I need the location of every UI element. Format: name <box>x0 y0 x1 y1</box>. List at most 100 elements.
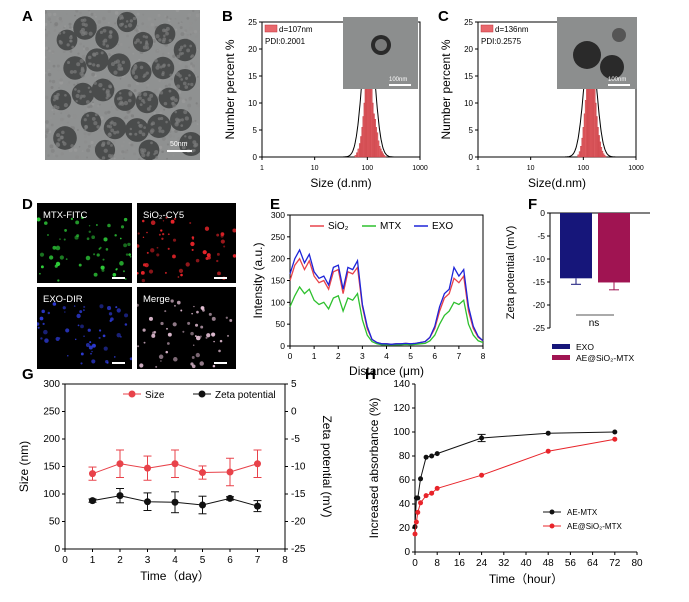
y2-tick-label: -5 <box>291 434 300 445</box>
data-point <box>434 451 440 457</box>
x-tick-label: 0 <box>62 555 68 566</box>
label-merge: Merge <box>143 294 170 305</box>
y-tick-label: 0 <box>469 153 474 162</box>
x-tick-label: 100 <box>361 165 373 172</box>
y-axis-label: Intensity (a.u.) <box>251 242 265 318</box>
x-tick-label: 1 <box>312 351 317 361</box>
data-point <box>429 490 435 496</box>
coated-particle <box>600 55 624 79</box>
y-tick-label: 20 <box>399 523 411 534</box>
x-tick-label: 1000 <box>412 165 428 172</box>
data-point <box>171 460 179 468</box>
data-point <box>423 493 429 499</box>
x-tick-label: 4 <box>384 351 389 361</box>
y-tick-label: 50 <box>49 517 61 528</box>
data-point <box>434 485 440 491</box>
y-tick-label: 25 <box>464 18 473 27</box>
tem-micrograph-a <box>45 10 200 160</box>
x-tick-label: 8 <box>481 351 486 361</box>
y-tick-label: 20 <box>464 45 473 54</box>
data-point <box>254 460 261 468</box>
data-point <box>418 476 424 482</box>
y-tick-label: 5 <box>253 126 258 135</box>
y-tick-label: -10 <box>533 254 546 264</box>
panel-letter-e: E <box>270 196 281 213</box>
scale-bar-inset-c <box>608 84 630 86</box>
y-tick-label: 300 <box>271 210 285 220</box>
legend-label: SiO₂ <box>328 221 349 232</box>
x-axis-label: Size (d.nm) <box>310 176 371 190</box>
y-tick-label: 120 <box>393 403 410 414</box>
legend-marker <box>549 509 555 515</box>
x-tick-label: 7 <box>255 555 261 566</box>
data-point <box>415 495 421 501</box>
nanoparticle <box>173 38 197 62</box>
x-tick-label: 72 <box>609 558 621 569</box>
y2-tick-label: 5 <box>291 379 297 390</box>
nanoparticle <box>114 89 136 111</box>
data-point <box>116 492 124 500</box>
y-tick-label: 200 <box>271 254 285 264</box>
data-point <box>226 494 234 502</box>
scale-label-inset-b: 100nm <box>389 77 408 83</box>
fit-curve <box>262 26 420 158</box>
y-tick-label: 50 <box>276 319 286 329</box>
legend-label: MTX <box>380 221 401 232</box>
legend-swatch <box>552 344 570 349</box>
y-tick-label: 0 <box>54 544 60 555</box>
scale-label-inset-c: 100nm <box>608 77 627 83</box>
data-point <box>89 497 96 505</box>
fit-curve <box>478 40 636 158</box>
x-tick-label: 10 <box>311 165 319 172</box>
panel-letter-c: C <box>438 8 449 25</box>
y-tick-label: 10 <box>248 99 257 108</box>
y2-axis-label: Zeta potential (mV) <box>320 415 334 517</box>
legend-label: d=136nm <box>495 25 529 34</box>
data-point <box>479 435 485 441</box>
x-axis-label: Distance (μm) <box>349 364 424 378</box>
bar <box>598 213 630 283</box>
legend-label: EXO <box>576 342 594 352</box>
legend-marker <box>549 523 555 529</box>
x-tick-label: 10 <box>527 165 535 172</box>
data-point <box>545 448 551 454</box>
y2-tick-label: -25 <box>291 544 306 555</box>
x-tick-label: 2 <box>117 555 123 566</box>
x-tick-label: 8 <box>434 558 440 569</box>
histogram-bar <box>384 156 387 158</box>
x-tick-label: 0 <box>412 558 418 569</box>
x-tick-label: 1 <box>476 165 480 172</box>
stability-chart-g: 0 1 2 3 4 5 6 7 8050100150200250300-25-20-15-10-… <box>17 379 334 583</box>
scale-bar-fl-0 <box>112 277 125 279</box>
x-tick-label: 48 <box>543 558 555 569</box>
intensity-profile-chart-e: 0 1 2 3 4 5 6 7 8 0 50 100 150 200 250 300 Distance (μm)… <box>251 210 486 378</box>
data-point <box>199 501 206 509</box>
y-tick-label: 0 <box>404 547 410 558</box>
y-tick-label: 250 <box>271 232 285 242</box>
nanoparticle <box>71 82 95 106</box>
data-point <box>415 509 421 515</box>
series-line <box>289 248 484 345</box>
legend-label: d=107nm <box>279 25 313 34</box>
nanoparticle <box>103 116 127 140</box>
data-point <box>479 472 485 478</box>
histogram-bar <box>357 148 360 158</box>
x-tick-label: 1 <box>260 165 264 172</box>
x-tick-label: 3 <box>360 351 365 361</box>
x-tick-label: 8 <box>282 555 288 566</box>
x-axis-label: Time（day） <box>140 569 210 583</box>
y-tick-label: 100 <box>271 297 285 307</box>
label-mtx-fitc: MTX-FITC <box>43 210 88 221</box>
nanoparticle <box>151 56 175 80</box>
data-point <box>413 519 419 525</box>
nanoparticle <box>80 111 102 133</box>
label-sio2-cy5: SiO₂-CY5 <box>143 210 185 221</box>
release-chart-h: 0 8 16 24 32 40 48 56 64 72 80 0 20 40 60 80 100 120 140 Ti… <box>367 379 643 586</box>
data-point <box>429 453 435 459</box>
y-tick-label: 10 <box>464 99 473 108</box>
scale-bar-fl-2 <box>112 362 125 364</box>
scale-bar-inset-b <box>389 84 411 86</box>
y-tick-label: 40 <box>399 499 411 510</box>
fluorescence-exo-dir <box>37 287 132 369</box>
series-line <box>289 285 484 346</box>
